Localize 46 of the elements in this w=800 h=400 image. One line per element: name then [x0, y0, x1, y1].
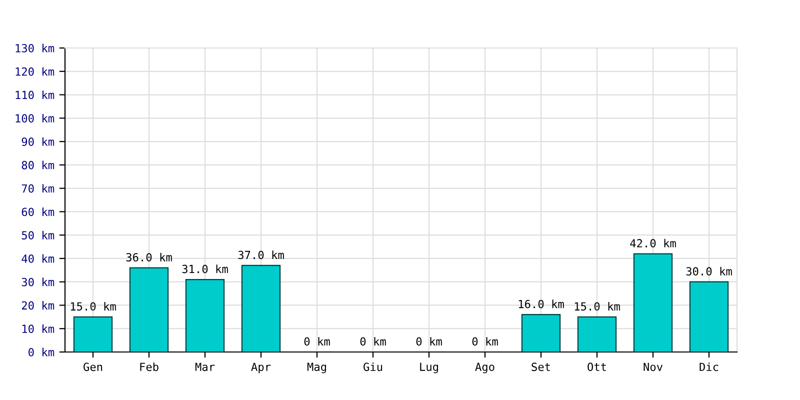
bar: [633, 253, 673, 352]
x-tick-label: Set: [532, 362, 550, 372]
data-label: 31.0 km: [182, 264, 228, 274]
y-tick-label: 0 km: [28, 348, 54, 356]
data-label: 15.0 km: [574, 302, 620, 311]
y-tick-label: 130 km: [16, 44, 54, 52]
y-tick-label: 90 km: [22, 137, 54, 146]
data-label: 0 km: [416, 337, 442, 346]
x-tick-label: Mag: [307, 362, 326, 374]
x-tick-label: Ott: [588, 362, 606, 372]
y-tick-label: 10 km: [22, 324, 54, 334]
bar: [185, 278, 225, 352]
x-tick-label: Dic: [700, 362, 718, 372]
y-tick-label: 110 km: [16, 90, 54, 100]
data-label: 0 km: [360, 337, 386, 346]
x-tick-label: Lug: [420, 362, 438, 374]
y-tick-label: 20 km: [22, 301, 54, 310]
data-label: 0 km: [304, 337, 330, 346]
x-tick-label: Mar: [195, 362, 215, 372]
y-tick-label: 120 km: [16, 67, 54, 76]
bar: [241, 264, 281, 352]
bar: [577, 316, 617, 352]
bar: [73, 316, 113, 352]
y-tick-label: 70 km: [22, 184, 54, 193]
x-tick-label: Giu: [364, 362, 382, 372]
data-label: 36.0 km: [126, 252, 172, 262]
x-tick-label: Nov: [644, 362, 662, 372]
x-tick-label: Apr: [251, 362, 271, 374]
data-label: 0 km: [472, 337, 498, 346]
y-tick-label: 40 km: [22, 254, 54, 263]
y-tick-label: 60 km: [22, 208, 54, 216]
x-tick-label: Ago: [475, 362, 494, 374]
data-label: 30.0 km: [686, 266, 732, 276]
data-label: 15.0 km: [70, 302, 116, 311]
y-tick-label: 50 km: [22, 230, 54, 240]
bar: [689, 281, 729, 352]
x-tick-label: Feb: [140, 362, 158, 372]
data-label: 37.0 km: [238, 250, 284, 260]
y-tick-label: 30 km: [22, 278, 54, 286]
bar: [129, 267, 169, 352]
data-label: 16.0 km: [518, 300, 564, 308]
x-tick-label: Gen: [84, 362, 102, 372]
bar: [521, 314, 561, 352]
y-tick-label: 80 km: [22, 160, 54, 170]
y-tick-label: 100 km: [16, 114, 54, 123]
data-label: 42.0 km: [630, 238, 676, 248]
